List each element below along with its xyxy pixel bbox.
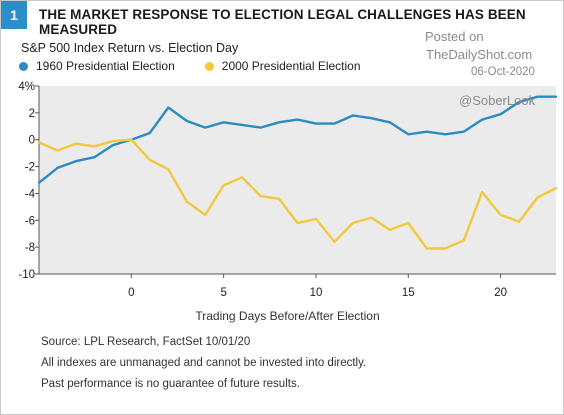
legend-item-1960: 1960 Presidential Election <box>19 59 175 73</box>
figure-number-badge: 1 <box>1 1 27 29</box>
footer-note-2: Past performance is no guarantee of futu… <box>41 378 300 390</box>
title-bar: 1 THE MARKET RESPONSE TO ELECTION LEGAL … <box>1 1 563 37</box>
y-tick-label: 0 <box>29 135 35 147</box>
footer-note-1: All indexes are unmanaged and cannot be … <box>41 357 367 369</box>
x-tick-label: 10 <box>310 287 323 299</box>
x-tick-label: 5 <box>220 287 226 299</box>
plot-area <box>39 86 556 274</box>
chart-title: S&P 500 Index Return vs. Election Day <box>21 41 239 55</box>
watermark-site: TheDailyShot.com <box>426 47 533 62</box>
x-axis-label: Trading Days Before/After Election <box>195 309 379 323</box>
y-tick-label: -10 <box>18 269 35 281</box>
x-tick-label: 0 <box>128 287 134 299</box>
watermark-posted: Posted on <box>425 29 484 44</box>
y-tick-label: 2 <box>29 108 35 120</box>
watermark-handle: @SoberLook <box>459 93 536 108</box>
legend: 1960 Presidential Election 2000 Presiden… <box>19 59 391 73</box>
y-tick-label: -6 <box>25 215 35 227</box>
series-line-1960 <box>37 95 558 184</box>
y-tick-label: -8 <box>25 242 35 254</box>
legend-swatch-2000 <box>204 61 214 71</box>
x-tick-label: 20 <box>494 287 507 299</box>
legend-label-2000: 2000 Presidential Election <box>221 59 361 73</box>
legend-swatch-1960 <box>19 61 28 71</box>
series-line-2000 <box>37 138 558 250</box>
x-tick-label: 15 <box>402 287 415 299</box>
footer-source: Source: LPL Research, FactSet 10/01/20 <box>41 336 251 348</box>
legend-label-1960: 1960 Presidential Election <box>36 59 175 73</box>
y-tick-label: 4% <box>18 81 35 93</box>
legend-item-2000: 2000 Presidential Election <box>204 59 361 73</box>
y-tick-label: -2 <box>25 162 35 174</box>
y-tick-label: -4 <box>25 188 36 200</box>
watermark-date: 06-Oct-2020 <box>471 66 535 78</box>
chart-headline: THE MARKET RESPONSE TO ELECTION LEGAL CH… <box>39 7 526 37</box>
